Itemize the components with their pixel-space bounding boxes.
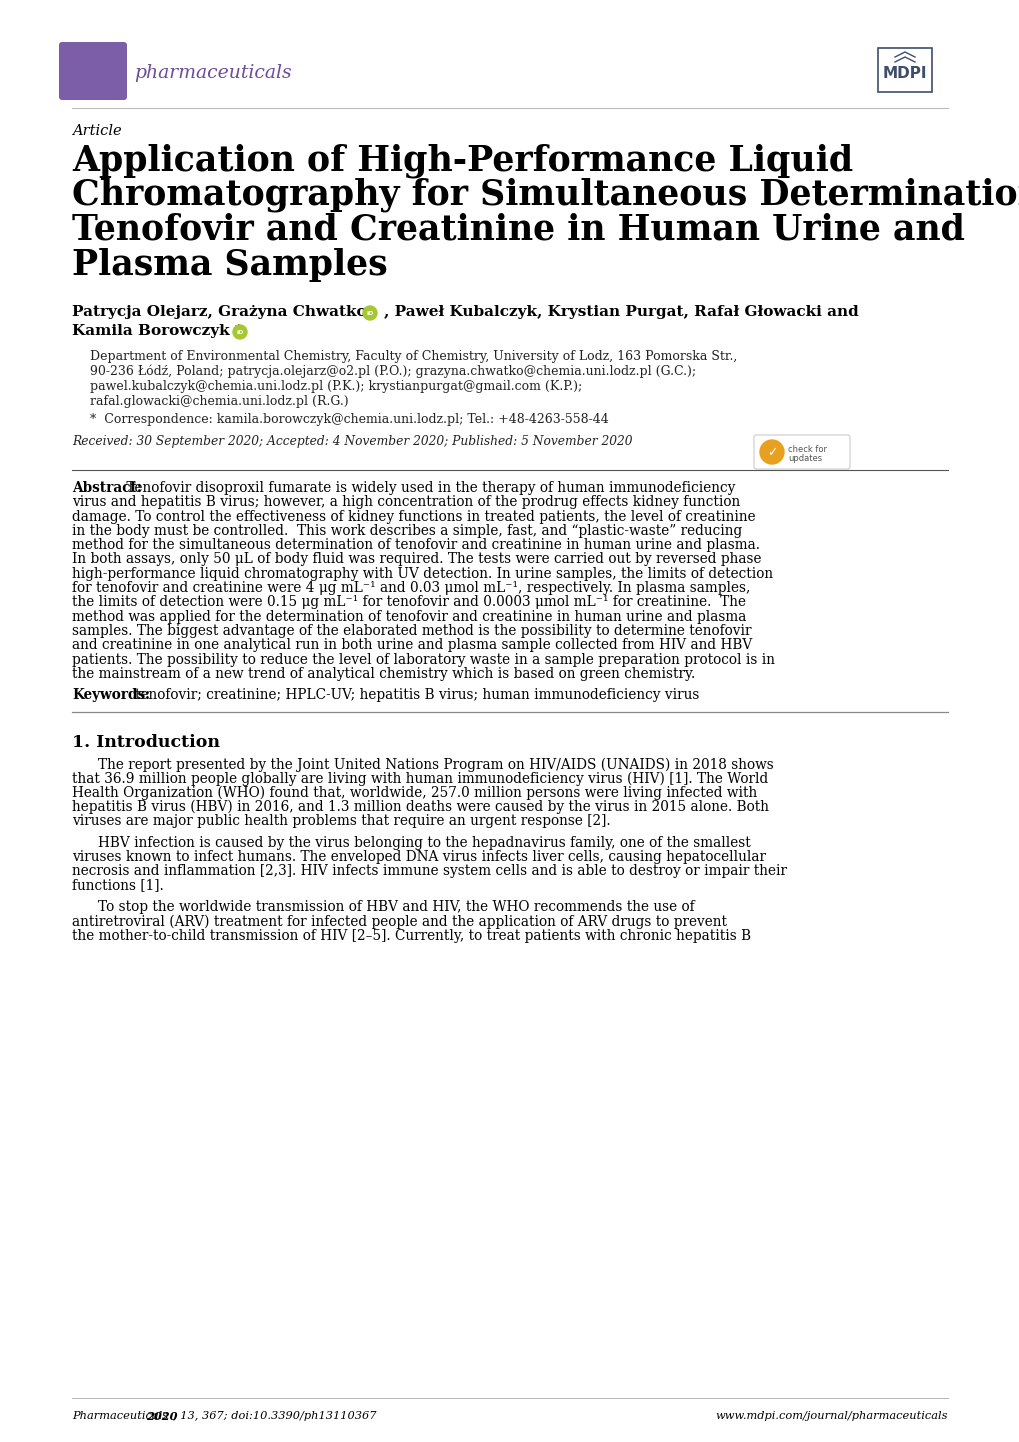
Text: Plasma Samples: Plasma Samples [72,248,387,283]
Text: patients. The possibility to reduce the level of laboratory waste in a sample pr: patients. The possibility to reduce the … [72,653,774,666]
Text: the mother-to-child transmission of HIV [2–5]. Currently, to treat patients with: the mother-to-child transmission of HIV … [72,929,750,943]
Text: Article: Article [72,124,121,138]
Text: method was applied for the determination of tenofovir and creatinine in human ur: method was applied for the determination… [72,610,746,624]
Text: in the body must be controlled.  This work describes a simple, fast, and “plasti: in the body must be controlled. This wor… [72,523,742,538]
Circle shape [363,306,377,320]
Text: Chromatography for Simultaneous Determination of: Chromatography for Simultaneous Determin… [72,177,1019,212]
Text: method for the simultaneous determination of tenofovir and creatinine in human u: method for the simultaneous determinatio… [72,538,759,552]
Text: that 36.9 million people globally are living with human immunodeficiency virus (: that 36.9 million people globally are li… [72,771,767,786]
FancyBboxPatch shape [753,435,849,469]
Text: Health Organization (WHO) found that, worldwide, 257.0 million persons were livi: Health Organization (WHO) found that, wo… [72,786,756,800]
Text: , 13, 367; doi:10.3390/ph13110367: , 13, 367; doi:10.3390/ph13110367 [173,1412,376,1420]
Text: The report presented by the Joint United Nations Program on HIV/AIDS (UNAIDS) in: The report presented by the Joint United… [98,757,773,771]
Text: Kamila Borowczyk *: Kamila Borowczyk * [72,324,243,337]
Text: the mainstream of a new trend of analytical chemistry which is based on green ch: the mainstream of a new trend of analyti… [72,666,695,681]
Text: Application of High-Performance Liquid: Application of High-Performance Liquid [72,143,853,177]
Text: for tenofovir and creatinine were 4 μg mL⁻¹ and 0.03 μmol mL⁻¹, respectively. In: for tenofovir and creatinine were 4 μg m… [72,581,750,596]
Text: high-performance liquid chromatography with UV detection. In urine samples, the : high-performance liquid chromatography w… [72,567,772,581]
Text: To stop the worldwide transmission of HBV and HIV, the WHO recommends the use of: To stop the worldwide transmission of HB… [98,900,694,914]
Circle shape [759,440,784,464]
Text: the limits of detection were 0.15 μg mL⁻¹ for tenofovir and 0.0003 μmol mL⁻¹ for: the limits of detection were 0.15 μg mL⁻… [72,596,745,610]
Text: samples. The biggest advantage of the elaborated method is the possibility to de: samples. The biggest advantage of the el… [72,624,751,637]
Text: , Paweł Kubalczyk, Krystian Purgat, Rafał Głowacki and: , Paweł Kubalczyk, Krystian Purgat, Rafa… [383,306,858,319]
Text: Tenofovir disoproxil fumarate is widely used in the therapy of human immunodefic: Tenofovir disoproxil fumarate is widely … [122,482,735,495]
Circle shape [232,324,247,339]
Text: functions [1].: functions [1]. [72,878,164,893]
Text: *  Correspondence: kamila.borowczyk@chemia.uni.lodz.pl; Tel.: +48-4263-558-44: * Correspondence: kamila.borowczyk@chemi… [90,412,608,425]
Text: Keywords:: Keywords: [72,688,150,702]
Text: iD: iD [366,311,373,316]
Text: In both assays, only 50 μL of body fluid was required. The tests were carried ou: In both assays, only 50 μL of body fluid… [72,552,761,567]
Text: hepatitis B virus (HBV) in 2016, and 1.3 million deaths were caused by the virus: hepatitis B virus (HBV) in 2016, and 1.3… [72,800,768,815]
Bar [877,48,931,92]
Text: HBV infection is caused by the virus belonging to the hepadnavirus family, one o: HBV infection is caused by the virus bel… [98,836,750,849]
Text: check for: check for [788,446,826,454]
Text: pawel.kubalczyk@chemia.uni.lodz.pl (P.K.); krystianpurgat@gmail.com (K.P.);: pawel.kubalczyk@chemia.uni.lodz.pl (P.K.… [90,381,582,394]
Text: Department of Environmental Chemistry, Faculty of Chemistry, University of Lodz,: Department of Environmental Chemistry, F… [90,350,737,363]
Text: tenofovir; creatinine; HPLC-UV; hepatitis B virus; human immunodeficiency virus: tenofovir; creatinine; HPLC-UV; hepatiti… [135,688,699,702]
Text: iD: iD [236,330,244,335]
Text: 1. Introduction: 1. Introduction [72,734,220,751]
Text: 2020: 2020 [146,1412,177,1422]
Text: updates: updates [788,454,821,463]
Text: Received: 30 September 2020; Accepted: 4 November 2020; Published: 5 November 20: Received: 30 September 2020; Accepted: 4… [72,435,632,448]
Text: rafal.glowacki@chemia.uni.lodz.pl (R.G.): rafal.glowacki@chemia.uni.lodz.pl (R.G.) [90,395,348,408]
Text: and creatinine in one analytical run in both urine and plasma sample collected f: and creatinine in one analytical run in … [72,639,752,652]
Text: MDPI: MDPI [881,66,926,82]
Text: Abstract:: Abstract: [72,482,142,495]
Text: necrosis and inflammation [2,3]. HIV infects immune system cells and is able to : necrosis and inflammation [2,3]. HIV inf… [72,864,787,878]
Text: ✓: ✓ [766,447,776,460]
Text: 90-236 Łódź, Poland; patrycja.olejarz@o2.pl (P.O.); grazyna.chwatko@chemia.uni.l: 90-236 Łódź, Poland; patrycja.olejarz@o2… [90,365,695,378]
Text: antiretroviral (ARV) treatment for infected people and the application of ARV dr: antiretroviral (ARV) treatment for infec… [72,914,727,929]
Text: Pharmaceuticals: Pharmaceuticals [72,1412,171,1420]
Text: Patrycja Olejarz, Grażyna Chwatko: Patrycja Olejarz, Grażyna Chwatko [72,306,366,319]
Text: pharmaceuticals: pharmaceuticals [133,63,291,82]
Text: viruses are major public health problems that require an urgent response [2].: viruses are major public health problems… [72,815,610,828]
Text: www.mdpi.com/journal/pharmaceuticals: www.mdpi.com/journal/pharmaceuticals [714,1412,947,1420]
Text: damage. To control the effectiveness of kidney functions in treated patients, th: damage. To control the effectiveness of … [72,509,755,523]
Text: virus and hepatitis B virus; however, a high concentration of the prodrug effect: virus and hepatitis B virus; however, a … [72,495,740,509]
Text: viruses known to infect humans. The enveloped DNA virus infects liver cells, cau: viruses known to infect humans. The enve… [72,849,765,864]
FancyBboxPatch shape [59,42,127,99]
Text: Tenofovir and Creatinine in Human Urine and: Tenofovir and Creatinine in Human Urine … [72,213,964,247]
